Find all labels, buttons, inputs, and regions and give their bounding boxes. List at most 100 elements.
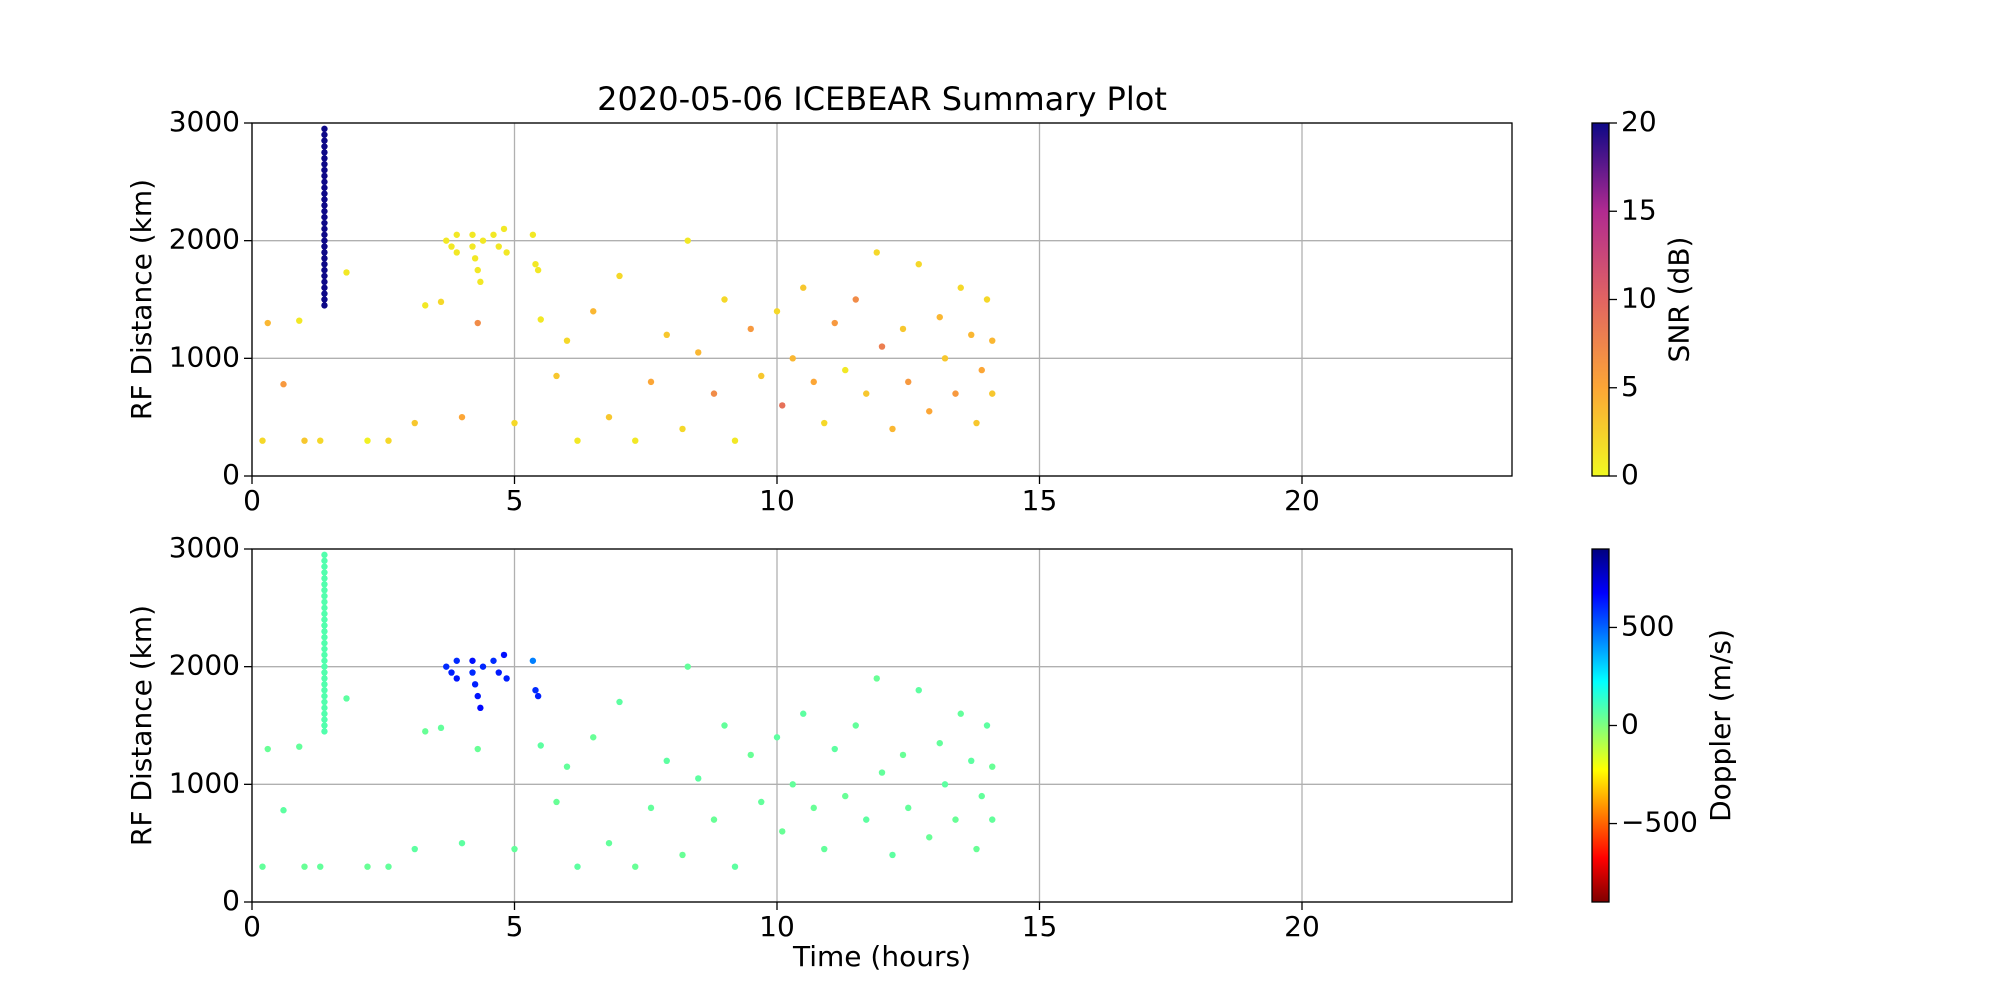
point (590, 734, 597, 741)
point (321, 663, 328, 670)
point (321, 551, 328, 559)
x-axis-label: Time (hours) (792, 940, 971, 973)
point (385, 863, 392, 870)
point (915, 687, 922, 694)
point (721, 296, 728, 303)
point (989, 816, 996, 823)
point (321, 202, 328, 209)
point (321, 581, 328, 588)
point (679, 425, 686, 433)
point (477, 704, 484, 712)
point (321, 137, 328, 144)
point (321, 125, 328, 133)
point (968, 331, 975, 338)
point (873, 675, 880, 682)
point (474, 745, 481, 753)
point (321, 155, 328, 162)
x-tick-label: 20 (1284, 484, 1320, 517)
x-tick-label: 0 (243, 910, 261, 943)
point (321, 131, 328, 138)
point (321, 208, 328, 215)
point (941, 781, 949, 788)
colorbar-label: Doppler (m/s) (1704, 629, 1737, 822)
point (605, 839, 613, 847)
point (321, 149, 328, 156)
point (731, 863, 739, 870)
colorbar-tick-label: 20 (1621, 105, 1657, 138)
colorbar-tick-label: 5 (1621, 370, 1639, 403)
point (553, 372, 560, 380)
point (296, 317, 303, 324)
point (537, 316, 544, 323)
point (684, 237, 691, 244)
point (511, 419, 518, 427)
point (479, 663, 487, 670)
point (747, 325, 754, 333)
point (321, 143, 328, 150)
point (321, 278, 328, 286)
point (915, 261, 922, 268)
point (321, 231, 328, 238)
point (831, 745, 838, 753)
point (978, 792, 985, 800)
point (747, 751, 754, 759)
point (789, 355, 796, 362)
point (321, 698, 328, 706)
point (710, 816, 718, 823)
colorbar-tick-label: −500 (1621, 806, 1698, 839)
point (936, 313, 943, 321)
point (534, 692, 542, 700)
colorbar-tick-label: 0 (1621, 708, 1639, 741)
y-tick-label: 1000 (169, 340, 240, 373)
y-tick-label: 1000 (169, 766, 240, 799)
point (973, 419, 980, 427)
point (321, 237, 328, 244)
point (364, 863, 371, 870)
point (810, 804, 817, 812)
point (321, 622, 328, 629)
point (321, 604, 328, 612)
chart-title: 2020-05-06 ICEBEAR Summary Plot (597, 80, 1167, 118)
point (663, 331, 670, 338)
point (437, 724, 445, 732)
scatter-points (259, 125, 996, 444)
point (779, 828, 786, 835)
point (321, 225, 328, 233)
point (647, 378, 655, 386)
point (503, 675, 510, 682)
point (321, 657, 328, 664)
point (500, 225, 508, 233)
point (321, 704, 328, 712)
point (321, 249, 328, 256)
point (448, 669, 455, 676)
colorbar (1591, 548, 1610, 903)
point (280, 381, 287, 388)
point (863, 816, 870, 823)
point (437, 298, 445, 306)
point (343, 695, 350, 702)
point (899, 751, 907, 759)
point (321, 628, 328, 635)
colorbar-tick-label: 15 (1621, 193, 1657, 226)
point (321, 710, 328, 717)
point (663, 757, 670, 764)
point (469, 243, 476, 250)
y-tick-label: 2000 (169, 649, 240, 682)
y-tick-label: 3000 (169, 531, 240, 564)
point (321, 243, 328, 250)
point (605, 413, 613, 421)
point (453, 249, 460, 256)
point (500, 651, 508, 659)
point (773, 734, 781, 741)
point (321, 681, 328, 688)
point (800, 710, 807, 717)
point (321, 592, 328, 600)
point (321, 651, 328, 659)
point (259, 863, 266, 870)
point (800, 284, 807, 291)
point (321, 284, 328, 291)
point (529, 657, 537, 664)
point (453, 657, 460, 664)
point (385, 437, 392, 444)
